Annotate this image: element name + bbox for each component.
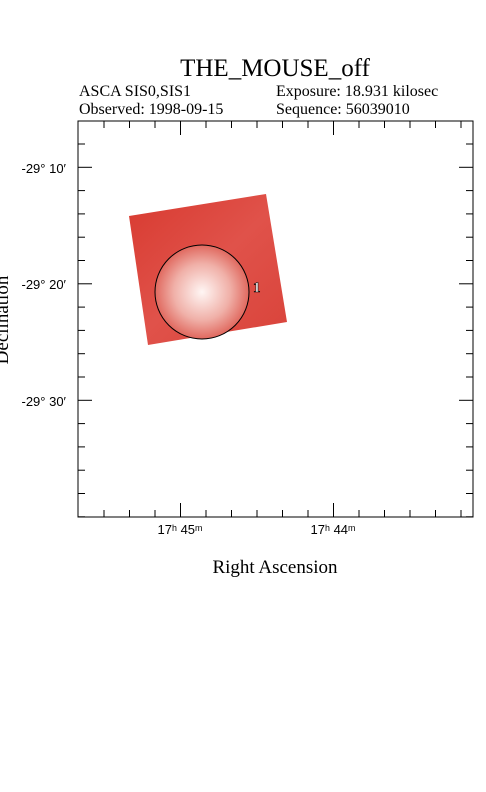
- observed: Observed: 1998-09-15: [79, 101, 223, 118]
- title: THE_MOUSE_off: [180, 55, 370, 82]
- instrument: ASCA SIS0,SIS1: [79, 83, 191, 100]
- x-tick-label: 17ʰ 44ᵐ: [311, 522, 356, 537]
- y-tick-label: -29° 20′: [22, 277, 67, 292]
- plot-frame: [77, 120, 474, 518]
- exposure: Exposure: 18.931 kilosec: [276, 83, 438, 100]
- region-circle: [154, 244, 250, 340]
- y-tick-label: -29° 10′: [22, 161, 67, 176]
- y-axis-label: Declination: [0, 275, 13, 364]
- region-label: 1: [253, 280, 261, 296]
- ticks: [78, 121, 473, 518]
- x-axis-label: Right Ascension: [212, 557, 338, 578]
- y-tick-label: -29° 30′: [22, 394, 67, 409]
- sequence: Sequence: 56039010: [276, 101, 410, 118]
- x-tick-label: 17ʰ 45ᵐ: [158, 522, 203, 537]
